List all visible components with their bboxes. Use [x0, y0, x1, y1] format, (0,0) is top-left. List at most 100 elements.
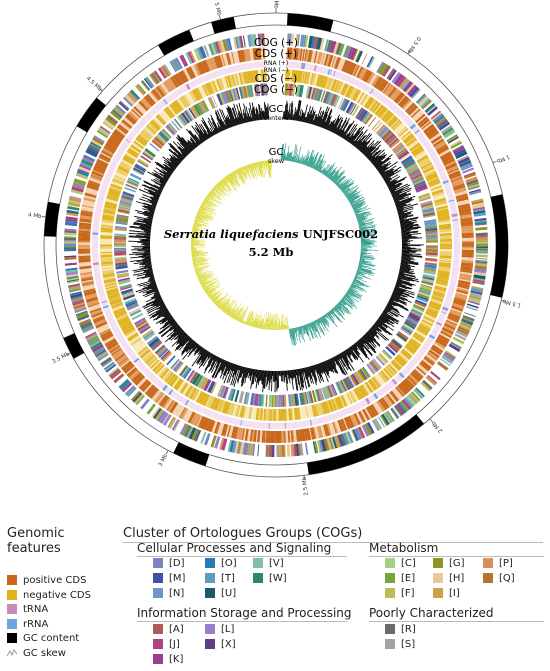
rna-mark — [426, 337, 433, 343]
cog-plus-mark — [290, 444, 295, 457]
cds-minus-mark — [314, 404, 319, 417]
rna-mark — [439, 313, 446, 319]
rna-mark — [443, 303, 450, 307]
cds-plus-mark — [140, 99, 150, 110]
cds-plus-mark — [327, 54, 334, 68]
cds-minus-mark — [432, 291, 445, 297]
cds-minus-mark — [277, 408, 279, 421]
cds-minus-mark — [128, 334, 140, 342]
rna-mark — [438, 316, 445, 320]
cog-plus-mark — [453, 335, 466, 343]
rna-mark — [320, 417, 324, 424]
cog-plus-mark — [95, 131, 107, 141]
rna-mark — [428, 334, 436, 340]
cds-minus-mark — [108, 295, 121, 301]
cog-plus-mark — [169, 61, 177, 73]
rna-mark — [432, 328, 439, 333]
cds-plus-mark — [349, 414, 357, 427]
rna-mark — [95, 280, 102, 284]
rna-mark — [98, 291, 105, 296]
cog-plus-mark — [257, 444, 260, 457]
cds-minus-mark — [318, 402, 324, 415]
cog-plus-mark — [464, 312, 476, 318]
cds-minus-mark — [436, 276, 449, 280]
cds-plus-mark — [81, 280, 94, 285]
rna-mark — [386, 100, 392, 107]
cog-plus-mark — [238, 441, 242, 454]
cog-plus-mark — [195, 429, 202, 442]
cds-minus-mark — [371, 377, 381, 388]
cog-plus-mark — [159, 412, 169, 424]
cds-plus-mark — [127, 113, 138, 122]
cds-minus-mark — [371, 101, 380, 113]
cog-plus-mark — [153, 407, 162, 419]
rna-mark — [146, 371, 152, 377]
cog-plus-mark — [78, 318, 91, 326]
rna-mark — [333, 71, 339, 78]
cog-plus-mark — [72, 185, 85, 190]
cog-plus-mark — [422, 100, 432, 110]
cog-plus-mark — [64, 235, 77, 237]
cog-plus-mark — [360, 52, 367, 65]
cog-plus-mark — [122, 96, 134, 107]
cds-plus-mark — [318, 52, 323, 65]
cds-minus-mark — [116, 313, 128, 320]
rna-mark — [137, 362, 144, 369]
cog-plus-mark — [268, 444, 273, 457]
cds-minus-mark — [436, 211, 450, 216]
rna-mark — [92, 228, 99, 232]
cds-plus-mark — [103, 335, 115, 344]
cds-plus-mark — [220, 423, 227, 436]
rna-mark — [313, 65, 317, 72]
cds-plus-mark — [301, 48, 304, 61]
rna-mark — [106, 172, 113, 176]
cog-plus-mark — [474, 223, 488, 226]
cds-plus-mark — [81, 207, 94, 212]
rna-mark — [157, 103, 163, 110]
rna-mark — [107, 167, 115, 173]
cds-minus-mark — [392, 359, 402, 370]
cds-minus-mark — [420, 321, 432, 330]
gc-skew-mark — [191, 247, 194, 249]
rna-mark — [92, 259, 99, 262]
cog-plus-mark — [208, 434, 215, 447]
cds-plus-mark — [259, 430, 263, 443]
cog-plus-mark — [475, 256, 488, 259]
cog-plus-mark — [338, 43, 345, 56]
cog-plus-mark — [286, 444, 291, 457]
cds-minus-mark — [164, 372, 174, 383]
cds-minus-mark — [434, 286, 447, 292]
rna-mark — [186, 400, 191, 407]
cog-plus-mark — [412, 390, 422, 401]
cds-minus-mark — [429, 301, 442, 309]
cds-minus-mark — [156, 365, 167, 376]
cog-plus-mark — [144, 401, 154, 413]
cds-minus-mark — [137, 346, 148, 355]
cog-plus-mark — [239, 36, 242, 49]
cog-plus-mark — [79, 161, 93, 169]
cog-plus-mark — [304, 442, 309, 455]
rna-mark — [436, 319, 444, 324]
cds-plus-mark — [438, 148, 451, 157]
cog-plus-mark — [371, 419, 381, 432]
cds-plus-mark — [125, 114, 137, 125]
cog-plus-mark — [113, 106, 125, 117]
cog-plus-mark — [189, 50, 197, 63]
rna-mark — [154, 105, 160, 112]
cog-plus-mark — [149, 73, 159, 85]
cds-plus-mark — [309, 50, 313, 63]
cds-plus-mark — [228, 425, 234, 438]
cog-plus-mark — [458, 325, 470, 333]
cds-minus-mark — [123, 327, 136, 336]
cds-plus-mark — [110, 134, 122, 144]
cog-plus-mark — [67, 204, 80, 209]
cog-plus-mark — [82, 327, 95, 334]
cds-plus-mark — [243, 49, 249, 62]
rna-mark — [451, 216, 459, 220]
cog-plus-mark — [473, 274, 486, 280]
rna-mark — [165, 387, 171, 393]
cds-minus-mark — [377, 106, 386, 117]
cds-minus-mark — [359, 385, 367, 397]
cds-plus-mark — [457, 202, 470, 206]
cds-minus-mark — [187, 386, 194, 398]
